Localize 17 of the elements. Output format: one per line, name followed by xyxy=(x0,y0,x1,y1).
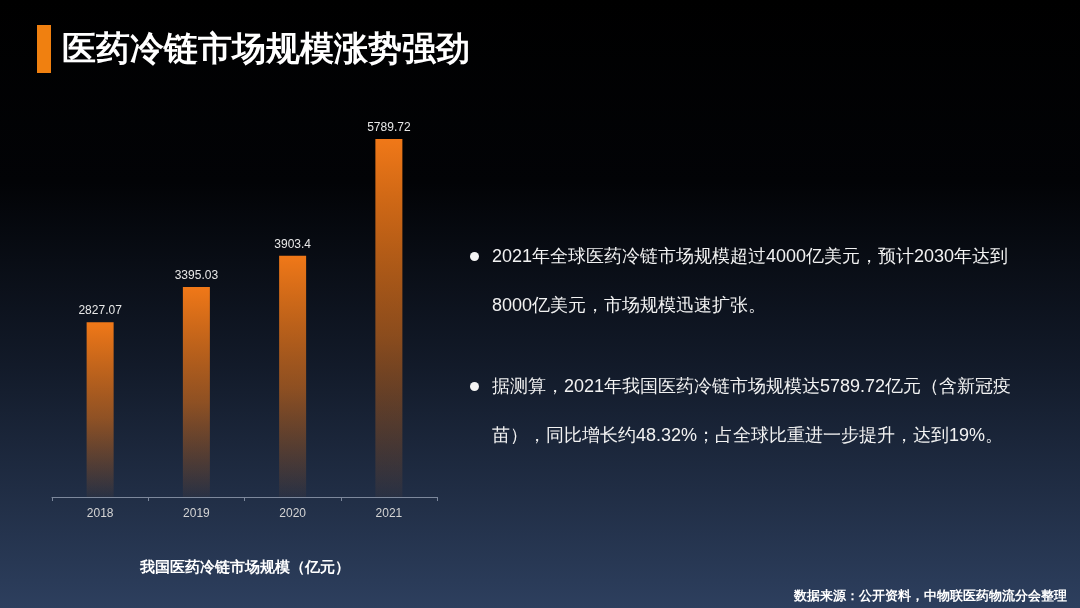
text: 据测算，2021年我国医药冷链市场规模达5789.72亿元（含新冠疫苗），同比增长约48.32%；占全球比重进一步提升，达到19%。 xyxy=(492,376,1012,445)
bar xyxy=(279,255,307,497)
data-label: 3395.03 xyxy=(174,268,219,283)
x-tick-label: 2018 xyxy=(86,506,114,520)
text: 2021年全球医药冷链市场规模超过4000亿美元，预计2030年达到8000亿美元，市场规模迅速扩张。 xyxy=(492,246,1009,315)
x-axis-title: 我国医药冷链市场规模（亿元） xyxy=(138,558,350,575)
x-tick-label: 2021 xyxy=(375,506,403,520)
data-label: 3903.4 xyxy=(274,236,312,251)
data-label: 5789.72 xyxy=(367,120,411,134)
bar xyxy=(375,139,403,497)
source-note: 数据来源：公开资料，中物联医药物流分会整理 xyxy=(794,587,1067,605)
x-tick-label: 2019 xyxy=(183,506,211,520)
x-tick-label: 2020 xyxy=(279,506,307,520)
chart-title: 医药冷链市场规模涨势强劲 xyxy=(62,28,470,69)
bar xyxy=(86,322,114,497)
data-label: 2827.07 xyxy=(78,303,123,318)
bar xyxy=(182,287,210,497)
